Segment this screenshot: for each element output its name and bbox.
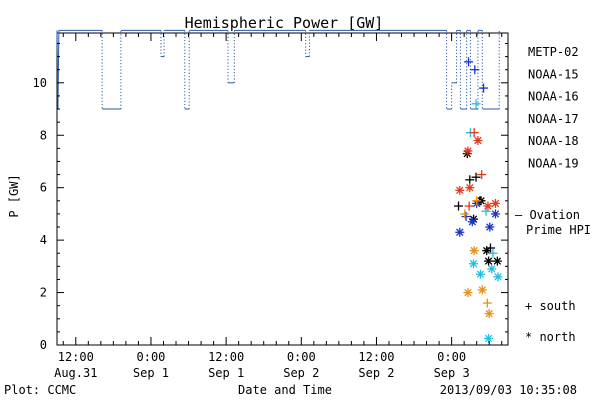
north-point [455,185,465,195]
axis-ticks: 0 2 4 6 8 10 12:00 Aug.31 0:00 Sep 1 12:00 Sep 1 0:0… [33,33,508,380]
x-tick-label-date: Aug.31 [54,366,97,380]
south-point [454,201,464,211]
north-point [493,272,503,282]
north-point [463,288,473,298]
legend-entry: NOAA-19 [528,157,579,171]
north-point [467,217,477,227]
x-axis-label: Date and Time [238,383,332,397]
north-point [490,209,500,219]
north-point [463,146,473,156]
plot-source: Plot: CCMC [4,383,76,397]
legend-entry: NOAA-18 [528,134,579,148]
south-point [477,170,487,180]
south-point [482,298,492,308]
chart-title: Hemispheric Power [GW] [185,14,384,32]
y-axis-label: P [GW] [7,174,21,217]
south-point [479,83,489,93]
ovation-label-line: Prime HPI [526,223,591,237]
x-tick-label-date: Sep 3 [434,366,470,380]
y-tick-label: 4 [40,233,47,247]
north-point [484,333,494,343]
south-point [464,201,474,211]
south-point [471,99,481,109]
north-marker-legend: * north [525,330,576,344]
north-point [465,183,475,193]
south-point [469,128,479,138]
legend-entry: NOAA-17 [528,112,579,126]
ovation-series [56,29,500,110]
satellite-data-points [454,57,503,343]
south-point [472,196,482,206]
x-tick-label-time: 12:00 [358,350,394,364]
x-tick-label-time: 12:00 [58,350,94,364]
south-point [471,172,481,182]
x-tick-label-date: Sep 2 [283,366,319,380]
north-point [475,269,485,279]
legend-entry: NOAA-15 [528,67,579,81]
north-point [484,309,494,319]
y-tick-label: 0 [40,338,47,352]
legend: METP-02 NOAA-15 NOAA-16 NOAA-17 NOAA-18 NOAA-… [528,45,579,171]
south-point [470,65,480,75]
north-point [490,198,500,208]
south-point [460,209,470,219]
legend-entry: NOAA-16 [528,90,579,104]
north-point [469,259,479,269]
legend-entry: METP-02 [528,45,579,59]
north-point [484,256,494,266]
x-tick-label-date: Sep 1 [133,366,169,380]
plot-timestamp: 2013/09/03 10:35:08 [440,383,577,397]
x-tick-label-time: 0:00 [287,350,316,364]
y-tick-label: 10 [33,76,47,90]
plot-border [56,32,509,346]
y-tick-label: 8 [40,128,47,142]
north-point [477,285,487,295]
ovation-label-line: — Ovation [515,208,580,222]
north-point [473,135,483,145]
south-point [488,248,498,258]
south-marker-legend: + south [525,299,576,313]
plot-frame [56,32,509,346]
x-tick-label-time: 12:00 [208,350,244,364]
x-tick-label-date: Sep 2 [358,366,394,380]
north-point [455,227,465,237]
south-point [465,175,475,185]
north-point [487,264,497,274]
x-tick-label-date: Sep 1 [208,366,244,380]
north-point [469,246,479,256]
south-point [464,57,474,67]
x-tick-label-time: 0:00 [137,350,166,364]
y-tick-label: 6 [40,181,47,195]
north-point [485,222,495,232]
x-tick-label-time: 0:00 [437,350,466,364]
north-point [483,201,493,211]
north-point [492,256,502,266]
y-tick-label: 2 [40,286,47,300]
